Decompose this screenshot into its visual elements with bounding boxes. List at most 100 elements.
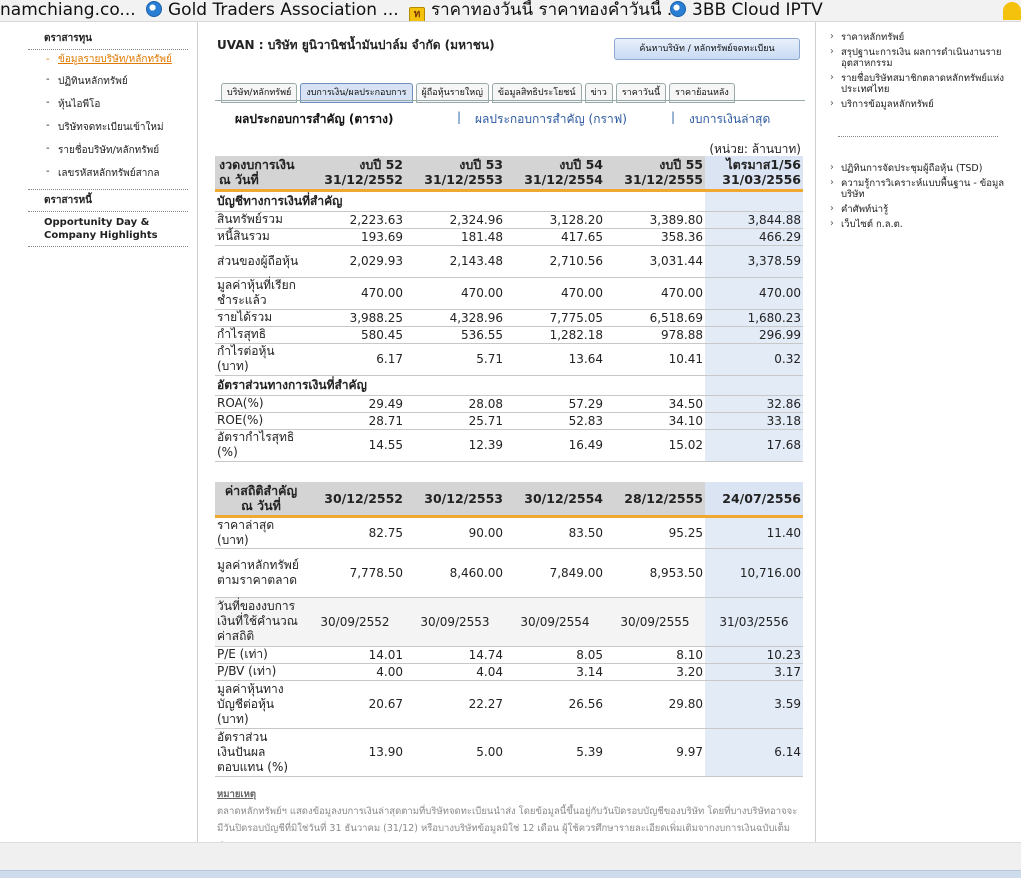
header-stat-col-3: 30/12/2554: [505, 482, 605, 518]
section-row: อัตราส่วนทางการเงินที่สำคัญ: [215, 375, 803, 396]
ie-icon: [146, 1, 162, 17]
header-stat-col-2: 30/12/2553: [405, 482, 505, 518]
cell-value: 2,710.56: [505, 245, 605, 278]
cell-value: 1,282.18: [505, 326, 605, 344]
cell-value: 193.69: [305, 228, 405, 246]
bookmark-gold-traders[interactable]: Gold Traders Association ...: [146, 0, 399, 21]
cell-value: 32.86: [705, 395, 803, 413]
right-nav-link[interactable]: เว็บไซต์ ก.ล.ต.: [828, 217, 1008, 232]
row-label: วันที่ของงบการเงินที่ใช้คำนวณค่าสถิติ: [215, 597, 305, 647]
table-row: ราคาล่าสุด (บาท) 82.75 90.00 83.50 95.25 11.4…: [215, 516, 803, 549]
nav-opportunity-day[interactable]: Opportunity Day & Company Highlights: [28, 212, 188, 247]
table-row: มูลค่าหุ้นที่เรียกชำระแล้ว 470.00 470.00 47…: [215, 277, 803, 310]
cell-value: 29.80: [605, 680, 705, 729]
right-nav-link[interactable]: ราคาหลักทรัพย์: [828, 30, 1008, 45]
cell-value: 8,460.00: [405, 548, 505, 598]
bookmark-overflow-icon[interactable]: [1003, 2, 1021, 20]
row-label: มูลค่าหุ้นที่เรียกชำระแล้ว: [215, 277, 305, 310]
key-statistics-table: ค่าสถิติสำคัญ ณ วันที่ 30/12/2552 30/12/…: [215, 482, 803, 777]
tab-company[interactable]: บริษัท/หลักทรัพย์: [221, 83, 298, 103]
cell-value: 5.39: [505, 728, 605, 777]
cell-value: 2,324.96: [405, 211, 505, 229]
cell-value: 20.67: [305, 680, 405, 729]
header-col-2: งบปี 53 31/12/2553: [405, 156, 505, 192]
right-nav-link[interactable]: ปฏิทินการจัดประชุมผู้ถือหุ้น (TSD): [828, 161, 1008, 176]
right-nav-link[interactable]: บริการข้อมูลหลักทรัพย์: [828, 97, 1008, 112]
cell-value: 417.65: [505, 228, 605, 246]
horizontal-scrollbar[interactable]: [0, 842, 1021, 870]
cell-value: 83.50: [505, 516, 605, 549]
nav-item-company-list[interactable]: รายชื่อบริษัท/หลักทรัพย์: [28, 139, 188, 162]
nav-item-calendar[interactable]: ปฏิทินหลักทรัพย์: [28, 70, 188, 93]
nav-item-new-listing[interactable]: บริษัทจดทะเบียนเข้าใหม่: [28, 116, 188, 139]
cell-value: 82.75: [305, 516, 405, 549]
subnav-separator: |: [457, 110, 462, 124]
right-nav-link[interactable]: สรุปฐานะการเงิน ผลการดำเนินงานรายอุตสาหก…: [828, 45, 1008, 71]
header-stat-col-5: 24/07/2556: [705, 482, 803, 518]
subnav-key-results-chart[interactable]: ผลประกอบการสำคัญ (กราฟ): [475, 112, 627, 126]
tab-benefits[interactable]: ข้อมูลสิทธิประโยชน์: [491, 83, 582, 103]
nav-item-isin[interactable]: เลขรหัสหลักทรัพย์สากล: [28, 162, 188, 185]
row-label: สินทรัพย์รวม: [215, 211, 305, 229]
tab-news[interactable]: ข่าว: [584, 83, 613, 103]
right-nav-link[interactable]: รายชื่อบริษัทสมาชิกตลาดหลักทรัพย์แห่งประ…: [828, 71, 1008, 97]
table-row: วันที่ของงบการเงินที่ใช้คำนวณค่าสถิติ 30/…: [215, 597, 803, 647]
header-col-4: งบปี 55 31/12/2555: [605, 156, 705, 192]
cell-value: 22.27: [405, 680, 505, 729]
section-highlight-cell: [705, 375, 803, 396]
cell-value: 470.00: [305, 277, 405, 310]
tab-historical-price[interactable]: ราคาย้อนหลัง: [669, 83, 735, 103]
cell-value: 466.29: [705, 228, 803, 246]
cell-value: 14.74: [405, 646, 505, 664]
cell-value: 6.14: [705, 728, 803, 777]
cell-value: 90.00: [405, 516, 505, 549]
search-company-button[interactable]: ค้นหาบริษัท / หลักทรัพย์จดทะเบียน: [614, 38, 800, 60]
bookmark-namchiang[interactable]: namchiang.co...: [0, 0, 136, 20]
cell-value: 95.25: [605, 516, 705, 549]
cell-value: 34.10: [605, 412, 705, 430]
nav-heading-debt[interactable]: ตราสารหนี้: [28, 189, 188, 212]
cell-value: 33.18: [705, 412, 803, 430]
nav-heading-equity: ตราสารทุน: [28, 28, 188, 50]
right-nav-link[interactable]: คำศัพท์น่ารู้: [828, 202, 1008, 217]
cell-value: 7,849.00: [505, 548, 605, 598]
cell-value: 52.83: [505, 412, 605, 430]
nav-item-ipo[interactable]: หุ้นไอพีโอ: [28, 93, 188, 116]
cell-value: 358.36: [605, 228, 705, 246]
tab-major-shareholders[interactable]: ผู้ถือหุ้นรายใหญ่: [415, 83, 489, 103]
right-nav-link[interactable]: ความรู้การวิเคราะห์แบบพื้นฐาน - ข้อมูลบร…: [828, 176, 1008, 202]
header-period-label: งวดงบการเงิน ณ วันที่: [215, 156, 305, 192]
row-label: ROE(%): [215, 412, 305, 430]
tab-today-price[interactable]: ราคาวันนี้: [615, 83, 667, 103]
table-row: อัตราส่วนเงินปันผลตอบแทน (%) 13.90 5.00 5.3…: [215, 728, 803, 777]
table-row: หนี้สินรวม 193.69 181.48 417.65 358.36 466.29: [215, 228, 803, 246]
nav-item-company-info[interactable]: ข้อมูลรายบริษัท/หลักทรัพย์: [28, 50, 188, 70]
table-header-row: งวดงบการเงิน ณ วันที่ งบปี 52 31/12/2552 …: [215, 156, 803, 192]
cell-value: 8,953.50: [605, 548, 705, 598]
cell-value: 580.45: [305, 326, 405, 344]
table-row: อัตรากำไรสุทธิ (%) 14.55 12.39 16.49 15.02 17…: [215, 429, 803, 462]
cell-value: 13.90: [305, 728, 405, 777]
cell-value: 3.14: [505, 663, 605, 681]
cell-value: 7,775.05: [505, 309, 605, 327]
cell-value: 4,328.96: [405, 309, 505, 327]
cell-value: 28.08: [405, 395, 505, 413]
cell-value: 13.64: [505, 343, 605, 376]
cell-value: 181.48: [405, 228, 505, 246]
ie-icon: [670, 1, 686, 17]
tab-financials[interactable]: งบการเงิน/ผลประกอบการ: [300, 83, 413, 103]
cell-value: 34.50: [605, 395, 705, 413]
tab-underline: [215, 100, 805, 101]
subnav-key-results-table[interactable]: ผลประกอบการสำคัญ (ตาราง): [235, 112, 394, 126]
cell-value: 14.01: [305, 646, 405, 664]
column-divider: [197, 22, 198, 842]
subnav-latest-statements[interactable]: งบการเงินล่าสุด: [689, 112, 771, 126]
cell-value: 470.00: [605, 277, 705, 310]
bookmark-gold-price[interactable]: ทราคาทองวันนี้ ราคาทองคำวันนี้ ...: [409, 0, 683, 21]
cell-value: 2,029.93: [305, 245, 405, 278]
bookmark-3bb[interactable]: 3BB Cloud IPTV: [670, 0, 823, 21]
cell-value: 28.71: [305, 412, 405, 430]
cell-value: 8.05: [505, 646, 605, 664]
header-stat-col-1: 30/12/2552: [305, 482, 405, 518]
cell-value: 29.49: [305, 395, 405, 413]
